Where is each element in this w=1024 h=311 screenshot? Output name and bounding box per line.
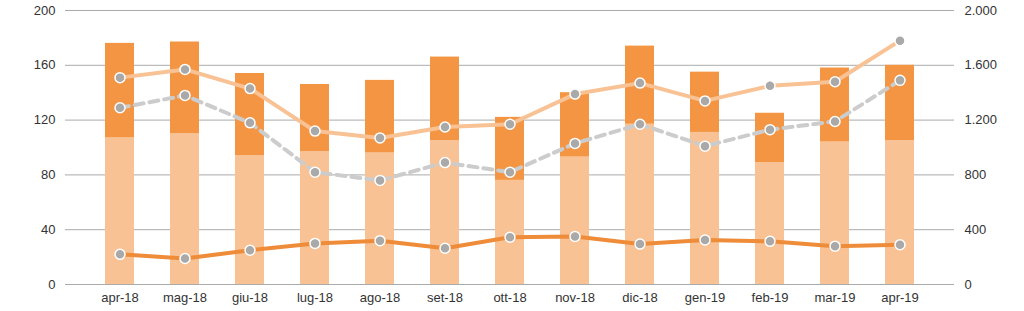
svg-text:mag-18: mag-18 [163,290,207,305]
svg-text:dic-18: dic-18 [622,290,657,305]
svg-text:400: 400 [965,222,987,237]
svg-text:0: 0 [965,277,972,292]
svg-text:apr-19: apr-19 [881,290,919,305]
svg-text:2.000: 2.000 [965,3,998,18]
svg-text:gen-19: gen-19 [685,290,725,305]
svg-text:giu-18: giu-18 [232,290,268,305]
svg-text:apr-18: apr-18 [101,290,139,305]
svg-text:set-18: set-18 [427,290,463,305]
svg-text:nov-18: nov-18 [555,290,595,305]
svg-text:1.600: 1.600 [965,57,998,72]
svg-text:1.200: 1.200 [965,112,998,127]
svg-text:lug-18: lug-18 [297,290,333,305]
svg-text:mar-19: mar-19 [814,290,855,305]
svg-text:200: 200 [34,3,56,18]
svg-text:ott-18: ott-18 [493,290,526,305]
svg-text:80: 80 [41,167,55,182]
svg-text:feb-19: feb-19 [752,290,789,305]
svg-text:120: 120 [34,112,56,127]
svg-text:0: 0 [48,277,55,292]
svg-text:160: 160 [34,57,56,72]
svg-text:40: 40 [41,222,55,237]
svg-text:ago-18: ago-18 [360,290,400,305]
svg-text:800: 800 [965,167,987,182]
